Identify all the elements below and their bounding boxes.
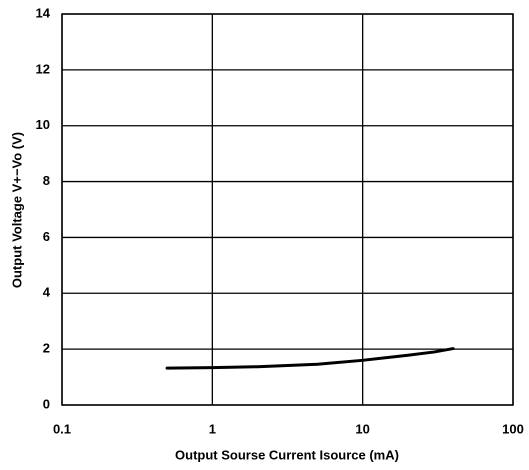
y-tick-label: 0	[43, 396, 50, 411]
x-tick-label: 0.1	[53, 421, 71, 436]
y-tick-label: 14	[36, 5, 51, 20]
data-line	[165, 347, 455, 370]
y-tick-label: 6	[43, 229, 50, 244]
x-axis-label: Output Sourse Current Isource (mA)	[175, 447, 399, 462]
x-tick-label: 10	[355, 421, 369, 436]
x-tick-label: 100	[502, 421, 524, 436]
y-tick-label: 4	[43, 285, 51, 300]
y-tick-label: 12	[36, 61, 50, 76]
y-tick-label: 10	[36, 117, 50, 132]
plot-frame	[61, 13, 514, 406]
x-tick-label: 1	[209, 421, 216, 436]
y-tick-label: 8	[43, 173, 50, 188]
y-axis-label: Output Voltage V+−Vo (V)	[9, 132, 24, 288]
y-tick-label: 2	[43, 341, 50, 356]
